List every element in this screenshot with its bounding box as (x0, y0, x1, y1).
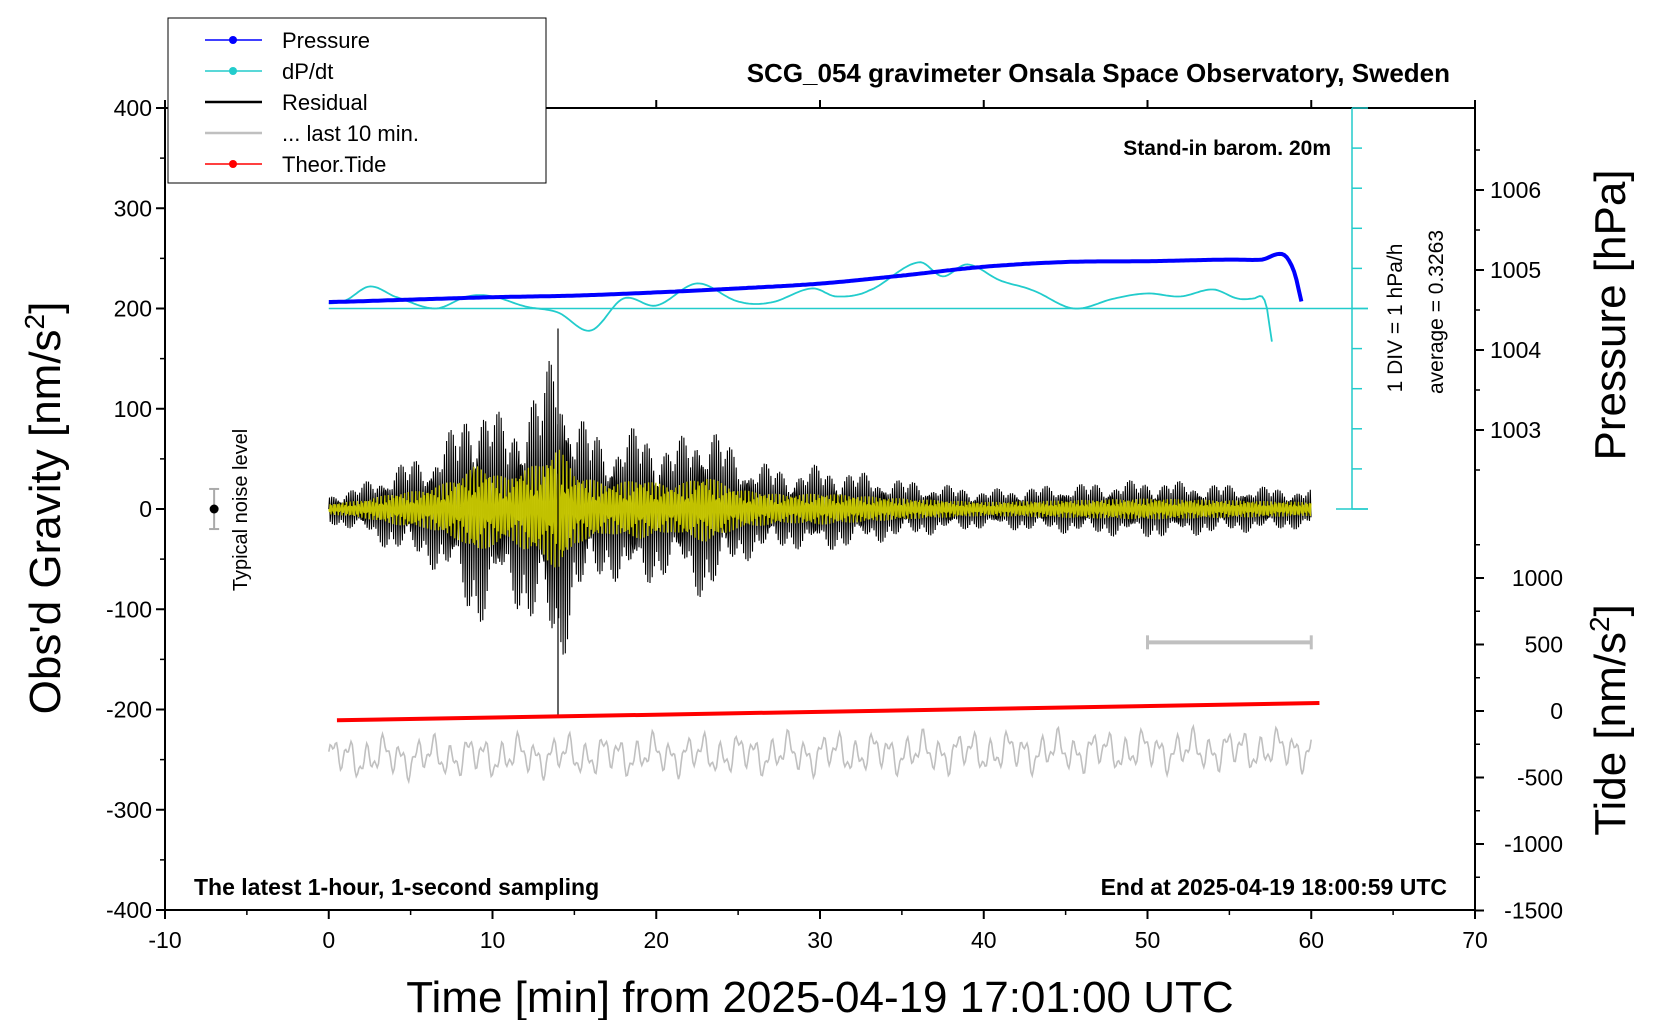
legend-label: ... last 10 min. (282, 121, 419, 146)
tide-tick-label: 0 (1550, 698, 1563, 724)
y-tick-label: 200 (114, 296, 152, 322)
y-tick-label: -300 (106, 797, 152, 823)
y-tick-label: 100 (114, 396, 152, 422)
tide-tick-label: 500 (1525, 632, 1563, 658)
legend-marker (229, 36, 237, 44)
annotation-marks (209, 487, 1313, 650)
pressure-line (328, 251, 1304, 304)
tide-tick-label: -500 (1517, 765, 1563, 791)
barometer-note: Stand-in barom. 20m (1123, 137, 1331, 160)
x-tick-label: -10 (148, 927, 181, 953)
dpdt-average-label: average = 0.3263 (1425, 230, 1448, 394)
left-gravity-axis-ticks: 400 300 200 100 0 -100 -200 -300 -400 (106, 95, 165, 923)
x-tick-label: 20 (643, 927, 669, 953)
legend-marker (229, 67, 237, 75)
pressure-axis-ticks: 1006 1005 1004 1003 (1475, 149, 1541, 471)
chart-title: SCG_054 gravimeter Onsala Space Observat… (747, 58, 1450, 88)
legend-label: Theor.Tide (282, 152, 386, 177)
pressure-tick-label: 1004 (1490, 337, 1541, 363)
x-tick-label: 10 (480, 927, 506, 953)
y-tick-label: -200 (106, 697, 152, 723)
y-tick-label: -100 (106, 596, 152, 622)
y-tick-label: 400 (114, 95, 152, 121)
data-series (328, 251, 1368, 785)
x-tick-label: 50 (1135, 927, 1161, 953)
legend-label: Pressure (282, 28, 370, 53)
x-tick-label: 60 (1298, 927, 1324, 953)
tide-tick-label: -1500 (1504, 898, 1563, 924)
subtitle-left: The latest 1-hour, 1-second sampling (194, 874, 599, 900)
y-axis-label-pressure: Pressure [hPa] (1586, 169, 1635, 460)
legend: Pressure dP/dt Residual ... last 10 min. The… (167, 17, 547, 184)
x-axis-ticks: -10 0 10 20 30 40 50 60 70 (148, 100, 1488, 953)
legend-label: dP/dt (282, 59, 333, 84)
dpdt-line (328, 261, 1273, 342)
y-tick-label: 300 (114, 195, 152, 221)
tide-axis-ticks: 1000 500 0 -500 -1000 -1500 (1475, 544, 1563, 924)
residual-line (328, 360, 1312, 655)
noise-level-dot (209, 504, 219, 514)
last-10-min-line (328, 723, 1312, 785)
theoretical-tide-line (336, 701, 1320, 723)
x-axis-label: Time [min] from 2025-04-19 17:01:00 UTC (406, 973, 1233, 1020)
y-axis-label-gravity: Obs'd Gravity [nm/s2] (19, 302, 70, 715)
y-tick-label: 0 (139, 496, 152, 522)
residual-filtered-line (328, 449, 1312, 568)
subtitle-right: End at 2025-04-19 18:00:59 UTC (1101, 874, 1447, 900)
x-tick-label: 40 (971, 927, 997, 953)
noise-level-label: Typical noise level (230, 429, 252, 591)
x-tick-label: 70 (1462, 927, 1488, 953)
y-axis-label-tide: Tide [nm/s2] (1584, 604, 1635, 836)
y-tick-label: -400 (106, 897, 152, 923)
dpdt-scale-label: 1 DIV = 1 hPa/h (1384, 244, 1407, 393)
legend-marker (229, 160, 237, 168)
pressure-tick-label: 1003 (1490, 417, 1541, 443)
pressure-tick-label: 1006 (1490, 177, 1541, 203)
tide-tick-label: 1000 (1512, 565, 1563, 591)
legend-label: Residual (282, 90, 368, 115)
x-tick-label: 30 (807, 927, 833, 953)
tide-tick-label: -1000 (1504, 831, 1563, 857)
pressure-tick-label: 1005 (1490, 257, 1541, 283)
legend-box (167, 17, 547, 184)
x-tick-label: 0 (322, 927, 335, 953)
